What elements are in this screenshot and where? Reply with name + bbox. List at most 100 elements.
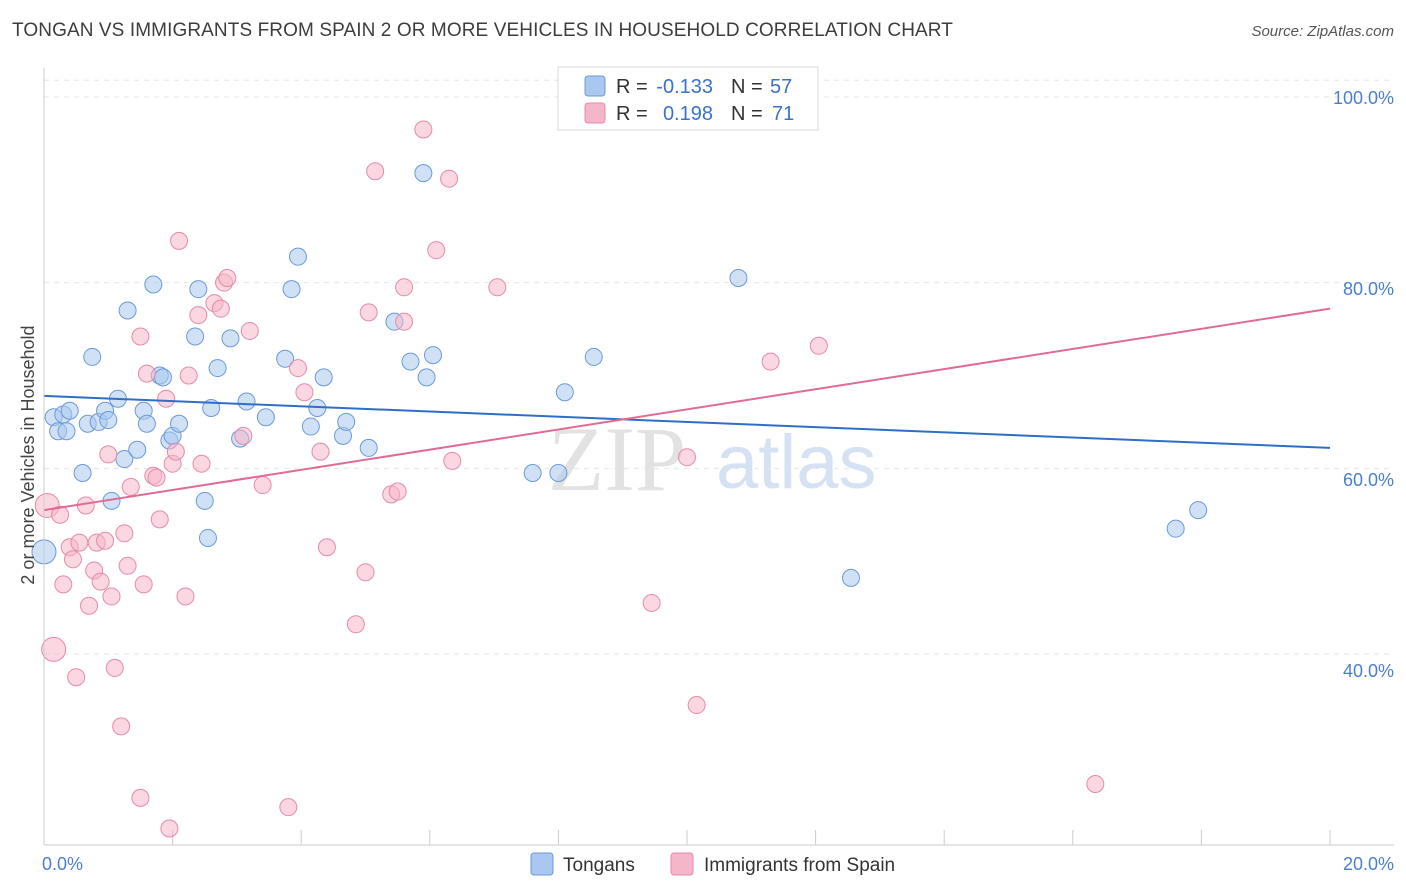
spain-point <box>359 303 378 322</box>
spain-point <box>41 636 67 662</box>
tongans-point <box>301 417 320 436</box>
tongans-point <box>276 349 295 368</box>
spain-point <box>131 327 150 346</box>
spain-point <box>388 482 407 501</box>
spain-point <box>150 510 169 529</box>
tongans-point <box>417 368 436 387</box>
spain-point <box>63 550 82 569</box>
spain-point <box>54 575 73 594</box>
spain-point <box>218 269 237 288</box>
tongans-point <box>144 275 163 294</box>
legend-r-label: R = <box>616 103 648 125</box>
tongans-point <box>221 329 240 348</box>
spain-point <box>80 596 99 615</box>
spain-point <box>443 451 462 470</box>
data-points <box>31 88 1208 838</box>
bottom-legend-swatch-tongans <box>530 852 554 876</box>
spain-point <box>137 364 156 383</box>
spain-point <box>1086 774 1105 793</box>
tongans-point <box>83 347 102 366</box>
spain-point <box>51 505 70 524</box>
tongans-point <box>198 528 217 547</box>
tongans-point <box>186 327 205 346</box>
spain-point <box>147 468 166 487</box>
tongans-point <box>282 280 301 299</box>
x-tick-marks <box>172 830 1331 845</box>
tongans-point <box>337 412 356 431</box>
legend-n-value: 71 <box>772 103 794 125</box>
tongans-point <box>359 438 378 457</box>
bottom-legend-swatch-spain <box>670 852 694 876</box>
spain-point <box>427 241 446 260</box>
spain-point <box>105 658 124 677</box>
tongans-point <box>1189 501 1208 520</box>
chart-source: Source: ZipAtlas.com <box>1251 23 1394 40</box>
spain-point <box>170 231 189 250</box>
x-tick-label: 20.0% <box>1343 854 1394 874</box>
legend-n-value: 57 <box>770 76 792 98</box>
spain-point <box>189 306 208 325</box>
bottom-legend-label-tongans: Tongans <box>563 855 635 876</box>
spain-point <box>761 352 780 371</box>
tongans-point <box>170 414 189 433</box>
legend-n-label: N = <box>731 103 763 125</box>
spain-point <box>253 476 272 495</box>
spain-point <box>240 321 259 340</box>
spain-point <box>395 312 414 331</box>
tongans-point <box>314 368 333 387</box>
spain-point <box>121 477 140 496</box>
legend-r-label: R = <box>616 76 648 98</box>
tongans-trend-line <box>43 394 1331 449</box>
spain-point <box>192 454 211 473</box>
spain-point <box>295 383 314 402</box>
spain-point <box>356 563 375 582</box>
tongans-point <box>73 463 92 482</box>
y-tick-label: 100.0% <box>1333 88 1394 108</box>
spain-point <box>440 169 459 188</box>
spain-point <box>160 819 179 838</box>
spain-point <box>166 442 185 461</box>
spain-point <box>67 668 86 687</box>
tongans-point <box>128 440 147 459</box>
spain-point <box>687 696 706 715</box>
spain-point <box>642 593 661 612</box>
spain-point <box>678 448 696 467</box>
x-tick-label: 0.0% <box>42 854 83 874</box>
y-tick-label: 40.0% <box>1343 661 1394 681</box>
legend-n-label: N = <box>731 76 763 98</box>
tongans-point <box>288 247 307 266</box>
y-tick-label: 80.0% <box>1343 279 1394 299</box>
tongans-point <box>523 463 542 482</box>
watermark-zip: ZIP <box>548 408 686 510</box>
tongans-point <box>237 392 256 411</box>
watermark-atlas: atlas <box>716 420 877 505</box>
legend-r-value: -0.133 <box>656 76 713 98</box>
chart-title: TONGAN VS IMMIGRANTS FROM SPAIN 2 OR MOR… <box>12 20 953 41</box>
spain-point <box>70 533 89 552</box>
spain-point <box>488 278 507 297</box>
y-tick-label: 60.0% <box>1343 470 1394 490</box>
tongans-point <box>555 383 574 402</box>
tongans-point <box>118 301 137 320</box>
spain-point <box>134 575 153 594</box>
tongans-point <box>401 352 420 371</box>
tongans-point <box>841 568 860 587</box>
tongans-point <box>424 346 443 365</box>
spain-point <box>131 788 150 807</box>
tongans-point <box>549 463 568 482</box>
spain-trend-line <box>43 307 1331 512</box>
legend-r-value: 0.198 <box>663 103 713 125</box>
spain-point <box>346 615 365 634</box>
tongans-point <box>256 408 275 427</box>
gridlines <box>44 79 1394 655</box>
spain-point <box>91 572 110 591</box>
spain-point <box>311 442 330 461</box>
tongans-point <box>137 414 156 433</box>
y-axis-label: 2 or more Vehicles in Household <box>18 325 38 584</box>
spain-point <box>211 299 230 318</box>
tongans-point <box>1166 519 1185 538</box>
spain-point <box>414 120 433 139</box>
tongans-point <box>208 359 227 378</box>
tongans-point <box>195 491 214 510</box>
